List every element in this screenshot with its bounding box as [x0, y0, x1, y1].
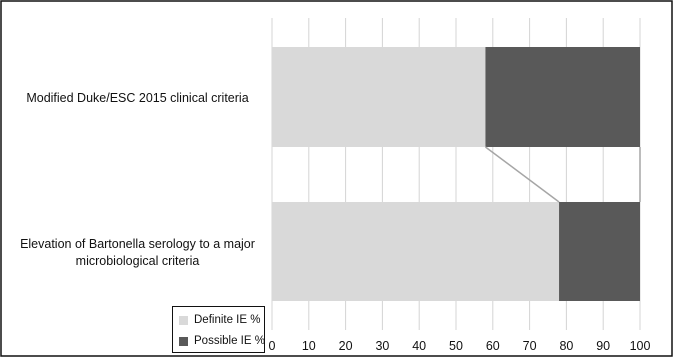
legend-label-possible: Possible IE % — [194, 335, 265, 347]
x-tick-label-4: 40 — [412, 339, 426, 353]
x-tick-label-5: 50 — [449, 339, 463, 353]
bar-1-series-1 — [559, 202, 640, 301]
series-line-0 — [484, 146, 560, 203]
x-tick-label-2: 20 — [339, 339, 353, 353]
x-tick-label-8: 80 — [559, 339, 573, 353]
legend-swatch-possible — [179, 336, 188, 346]
x-tick-label-1: 10 — [302, 339, 316, 353]
legend-item-possible: Possible IE % — [179, 333, 265, 349]
x-tick-label-6: 60 — [486, 339, 500, 353]
legend-item-definite: Definite IE % — [179, 312, 260, 328]
legend-swatch-definite — [179, 315, 188, 325]
category-label-0: Modified Duke/ESC 2015 clinical criteria — [26, 91, 249, 105]
x-tick-label-9: 90 — [596, 339, 610, 353]
bar-1-series-0 — [272, 202, 560, 301]
legend-label-definite: Definite IE % — [194, 314, 261, 326]
category-label-1: Elevation of Bartonella serology to a ma… — [20, 237, 255, 268]
legend: Definite IE % Possible IE % — [172, 306, 265, 353]
bar-0-series-1 — [485, 47, 640, 147]
x-tick-label-0: 0 — [269, 339, 276, 353]
x-tick-label-3: 30 — [375, 339, 389, 353]
x-tick-label-10: 100 — [630, 339, 651, 353]
x-tick-label-7: 70 — [523, 339, 537, 353]
bar-0-series-0 — [272, 47, 486, 147]
